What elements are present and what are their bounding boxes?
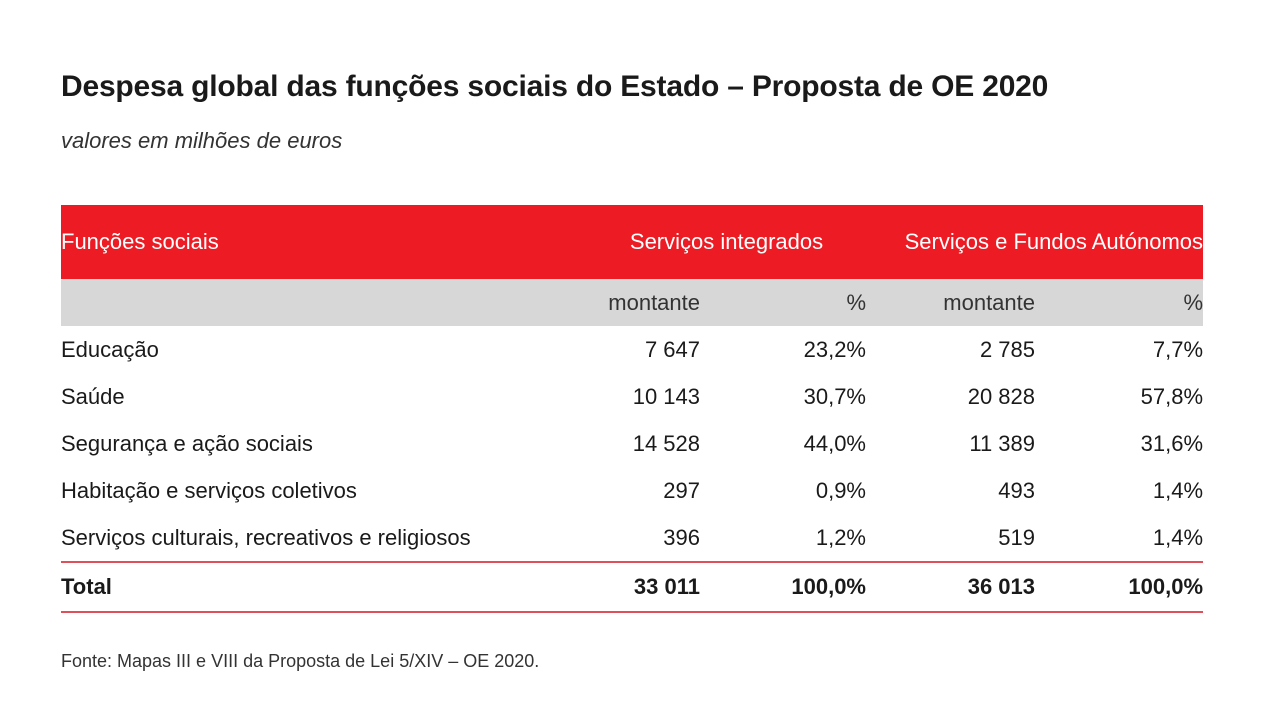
row-sfa-amount: 11 389 [969,430,1035,456]
row-si-pct: 44,0% [803,430,866,456]
row-sfa-amount: 20 828 [967,383,1035,409]
row-si-pct: 0,9% [815,477,866,503]
subheader-pct-integrated: % [700,279,866,326]
row-si-pct: 1,2% [815,524,866,550]
row-si-pct: 23,2% [803,336,866,362]
row-si-pct: 30,7% [803,383,866,409]
row-si-amount: 297 [663,477,700,503]
subheader-pct-autonomous: % [1035,279,1204,326]
total-sfa-amount: 36 013 [866,561,1035,613]
table-row: Educação 7 647 23,2% 2 785 7,7% [61,326,1203,373]
table-subheader-row: montante % montante % [61,279,1204,326]
header-autonomous-funds: Serviços e Fundos Autónomos [866,205,1204,279]
row-label: Serviços culturais, recreativos e religi… [61,524,471,550]
page-title: Despesa global das funções sociais do Es… [61,70,1049,103]
row-label: Saúde [61,383,125,409]
row-sfa-pct: 1,4% [1152,524,1204,550]
row-sfa-pct: 31,6% [1140,430,1204,456]
row-sfa-pct: 7,7% [1152,336,1204,362]
row-si-amount: 14 528 [632,430,700,456]
table-row: Segurança e ação sociais 14 528 44,0% 11… [61,420,1203,467]
row-si-amount: 10 143 [632,383,700,409]
row-si-amount: 7 647 [644,336,700,362]
total-label: Total [61,561,587,613]
social-functions-table: Funções sociais Serviços integrados Serv… [61,205,1204,613]
row-sfa-pct: 57,8% [1140,383,1204,409]
row-label: Segurança e ação sociais [61,430,313,456]
header-social-functions: Funções sociais [61,205,587,279]
subheader-amount-integrated: montante [587,279,700,326]
row-sfa-amount: 493 [998,477,1035,503]
row-sfa-pct: 1,4% [1152,477,1204,503]
source-note: Fonte: Mapas III e VIII da Proposta de L… [61,651,540,671]
total-sfa-pct: 100,0% [1035,561,1204,613]
page-subtitle: valores em milhões de euros [61,128,343,153]
table-row: Habitação e serviços coletivos 297 0,9% … [61,467,1203,514]
table-row: Saúde 10 143 30,7% 20 828 57,8% [61,373,1203,420]
header-integrated-services: Serviços integrados [587,205,866,279]
total-si-pct: 100,0% [700,561,866,613]
total-si-amount: 33 011 [587,561,700,613]
row-si-amount: 396 [663,524,700,550]
row-sfa-amount: 519 [998,524,1035,550]
subheader-amount-autonomous: montante [866,279,1035,326]
row-sfa-amount: 2 785 [979,336,1035,362]
row-label: Educação [61,336,159,362]
row-label: Habitação e serviços coletivos [61,477,357,503]
table-row: Serviços culturais, recreativos e religi… [61,514,1203,562]
table-header-row: Funções sociais Serviços integrados Serv… [61,205,1204,279]
subheader-blank [61,279,587,326]
table-total-row: Total 33 011 100,0% 36 013 100,0% [61,561,1204,613]
